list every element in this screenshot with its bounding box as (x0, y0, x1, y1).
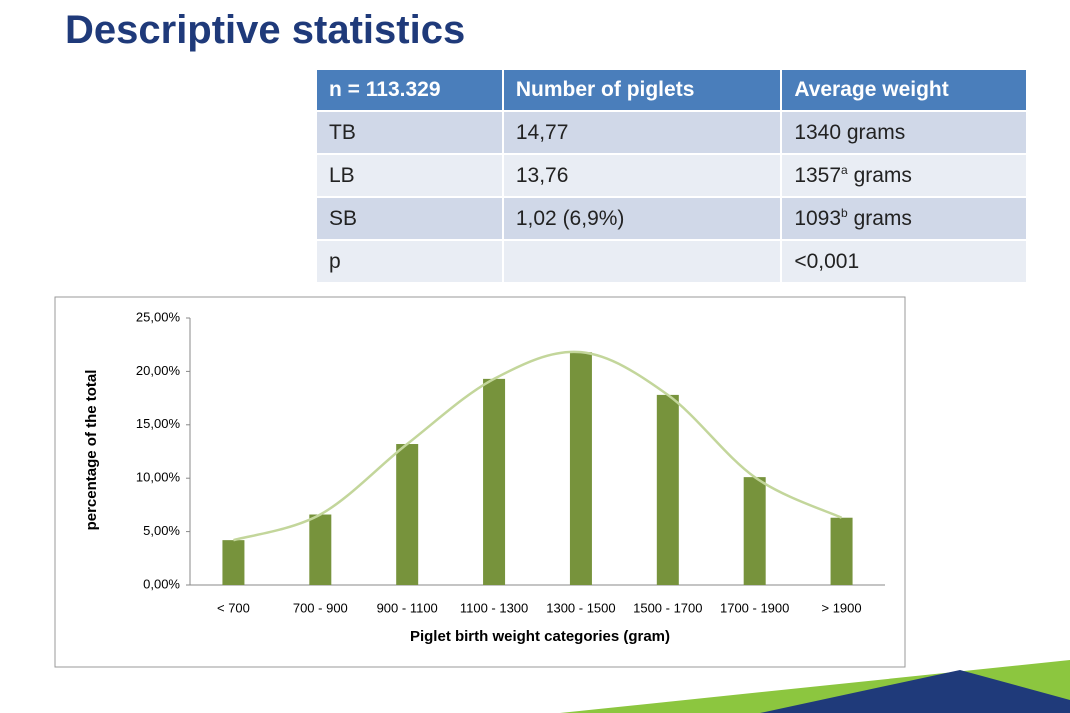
x-tick-label: 1300 - 1500 (546, 600, 615, 615)
x-tick-label: 900 - 1100 (377, 600, 438, 615)
table-row: p <0,001 (317, 239, 1028, 282)
cell-unit: grams (853, 164, 912, 187)
y-tick-label: 15,00% (136, 416, 181, 431)
table-row: TB 14,77 1340 grams (317, 110, 1028, 154)
trendline (233, 350, 843, 542)
header-cell: n = 113.329 (317, 70, 504, 111)
table-cell: SB (317, 196, 504, 240)
table-cell: LB (317, 153, 504, 197)
bar (309, 514, 332, 585)
decor-swoosh (760, 670, 1070, 713)
table-row: SB 1,02 (6,9%) 1093b grams (317, 196, 1028, 240)
bar (830, 517, 853, 585)
x-axis-label: Piglet birth weight categories (gram) (410, 628, 670, 645)
y-axis-label: percentage of the total (83, 370, 100, 531)
bar (483, 378, 506, 585)
table-cell: <0,001 (781, 239, 1028, 282)
cell-superscript: b (841, 206, 848, 220)
table-cell: 1340 grams (781, 110, 1028, 154)
x-tick-label: 1500 - 1700 (633, 600, 702, 615)
table-row: LB 13,76 1357a grams (317, 153, 1028, 197)
bar (222, 540, 245, 585)
x-tick-label: 1100 - 1300 (460, 600, 528, 615)
header-cell: Number of piglets (502, 70, 783, 111)
table-cell: 1093b grams (781, 196, 1028, 240)
x-tick-label: 700 - 900 (293, 600, 348, 615)
table-cell: 14,77 (502, 110, 783, 154)
cell-value: 1093 (794, 207, 842, 230)
bar (569, 352, 592, 585)
header-row: n = 113.329 Number of piglets Average weig… (317, 70, 1028, 111)
slide-title: Descriptive statistics (65, 8, 466, 52)
cell-superscript: a (841, 163, 848, 177)
y-tick-label: 10,00% (136, 470, 181, 485)
y-tick-label: 25,00% (136, 309, 181, 324)
header-cell: Average weight (781, 70, 1028, 111)
bar (396, 444, 419, 585)
y-tick-label: 0,00% (143, 576, 180, 591)
cell-unit: grams (853, 207, 912, 230)
table-cell: 13,76 (502, 153, 783, 197)
table-cell (502, 239, 783, 282)
cell-value: 1357 (794, 164, 842, 187)
bar (743, 477, 766, 585)
table-cell: 1357a grams (781, 153, 1028, 197)
x-tick-label: 1700 - 1900 (720, 600, 789, 615)
bar (656, 394, 679, 585)
y-tick-label: 20,00% (136, 363, 181, 378)
x-tick-label: < 700 (217, 600, 250, 615)
table-cell: p (317, 239, 504, 282)
table-cell: TB (317, 110, 504, 154)
y-tick-label: 5,00% (143, 523, 180, 538)
stats-table: n = 113.329 Number of piglets Average weig… (317, 70, 1028, 282)
x-tick-label: > 1900 (822, 600, 862, 615)
table-cell: 1,02 (6,9%) (502, 196, 783, 240)
